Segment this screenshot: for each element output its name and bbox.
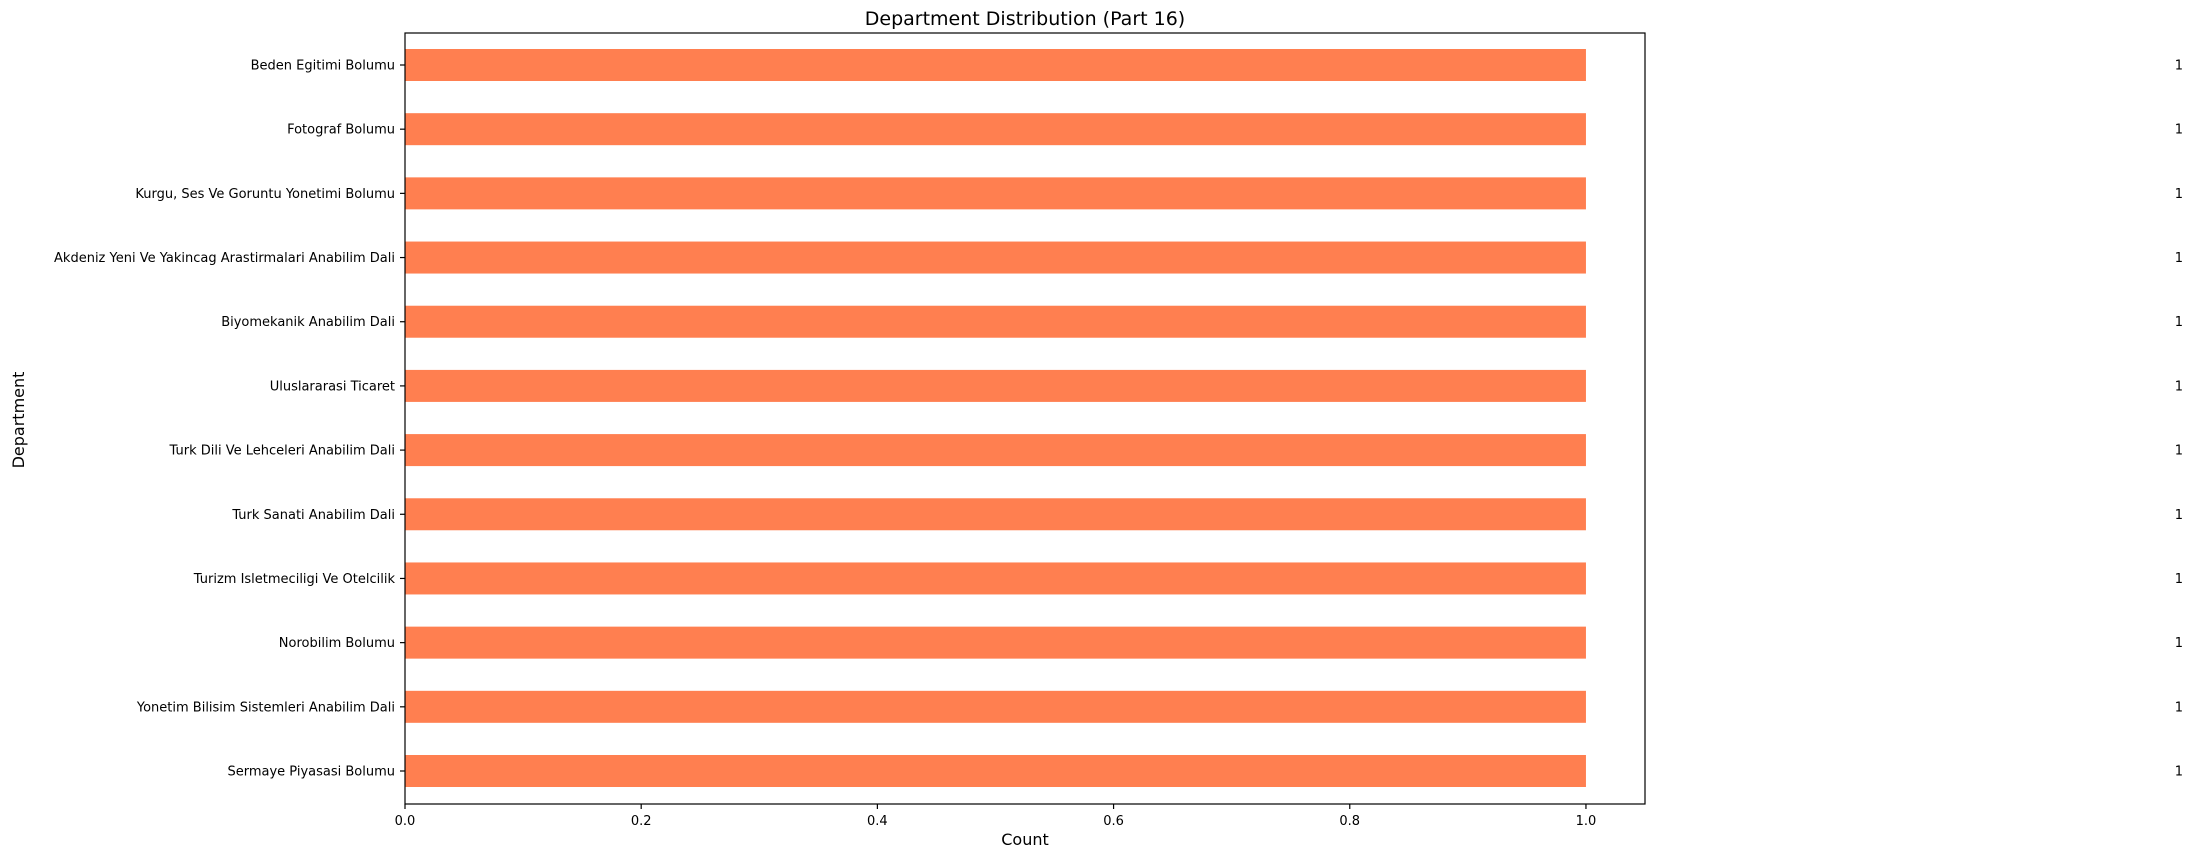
y-tick-label: Kurgu, Ses Ve Goruntu Yonetimi Bolumu — [135, 187, 395, 202]
bar-value-label: 1 — [2175, 444, 2183, 459]
bar-value-label: 1 — [2175, 636, 2183, 651]
bar — [405, 305, 1586, 338]
bar — [405, 369, 1586, 402]
y-tick-label: Akdeniz Yeni Ve Yakincag Arastirmalari A… — [54, 251, 395, 266]
bar — [405, 498, 1586, 531]
bar — [405, 755, 1586, 787]
y-ticks-group: Beden Egitimi Bolumu Fotograf Bolumu Kurgu… — [54, 59, 405, 780]
bar-value-label: 1 — [2175, 59, 2183, 74]
bar — [405, 241, 1586, 274]
x-axis-label: Count — [1001, 830, 1049, 849]
x-tick-label: 0.2 — [631, 814, 652, 829]
x-tick-label: 0.4 — [867, 814, 888, 829]
bar-value-label: 1 — [2175, 572, 2183, 587]
chart-title: Department Distribution (Part 16) — [865, 8, 1185, 30]
bar — [405, 113, 1586, 146]
y-tick-label: Turk Sanati Anabilim Dali — [231, 508, 395, 523]
x-ticks-group: 0.0 0.2 0.4 0.6 0.8 1.0 — [395, 804, 1597, 829]
x-tick-label: 1.0 — [1576, 814, 1597, 829]
bar-value-label: 1 — [2175, 508, 2183, 523]
bar — [405, 626, 1586, 659]
y-tick-label: Yonetim Bilisim Sistemleri Anabilim Dali — [136, 700, 395, 715]
x-tick-label: 0.0 — [395, 814, 416, 829]
bar-value-label: 1 — [2175, 123, 2183, 138]
bar-value-label: 1 — [2175, 315, 2183, 330]
value-labels-group: 1 1 1 1 1 1 1 1 1 1 1 1 — [2175, 59, 2183, 780]
y-tick-label: Norobilim Bolumu — [279, 636, 395, 651]
y-tick-label: Fotograf Bolumu — [287, 123, 395, 138]
y-tick-label: Sermaye Piyasasi Bolumu — [227, 765, 395, 780]
bar — [405, 177, 1586, 210]
bar-value-label: 1 — [2175, 251, 2183, 266]
y-tick-label: Beden Egitimi Bolumu — [251, 59, 395, 74]
bar-value-label: 1 — [2175, 187, 2183, 202]
x-tick-label: 0.6 — [1103, 814, 1124, 829]
bar-value-label: 1 — [2175, 765, 2183, 780]
bar-value-label: 1 — [2175, 379, 2183, 394]
y-tick-label: Biyomekanik Anabilim Dali — [221, 315, 395, 330]
bar — [405, 49, 1586, 81]
y-tick-label: Turizm Isletmeciligi Ve Otelcilik — [193, 572, 396, 587]
bars-group — [405, 49, 1586, 787]
bar — [405, 562, 1586, 595]
x-tick-label: 0.8 — [1339, 814, 1360, 829]
bar — [405, 690, 1586, 723]
y-tick-label: Turk Dili Ve Lehceleri Anabilim Dali — [169, 444, 395, 459]
bar-value-label: 1 — [2175, 700, 2183, 715]
bar — [405, 434, 1586, 467]
y-tick-label: Uluslararasi Ticaret — [270, 379, 395, 394]
plot-area-frame — [404, 32, 1646, 805]
y-axis-label: Department — [9, 372, 28, 469]
